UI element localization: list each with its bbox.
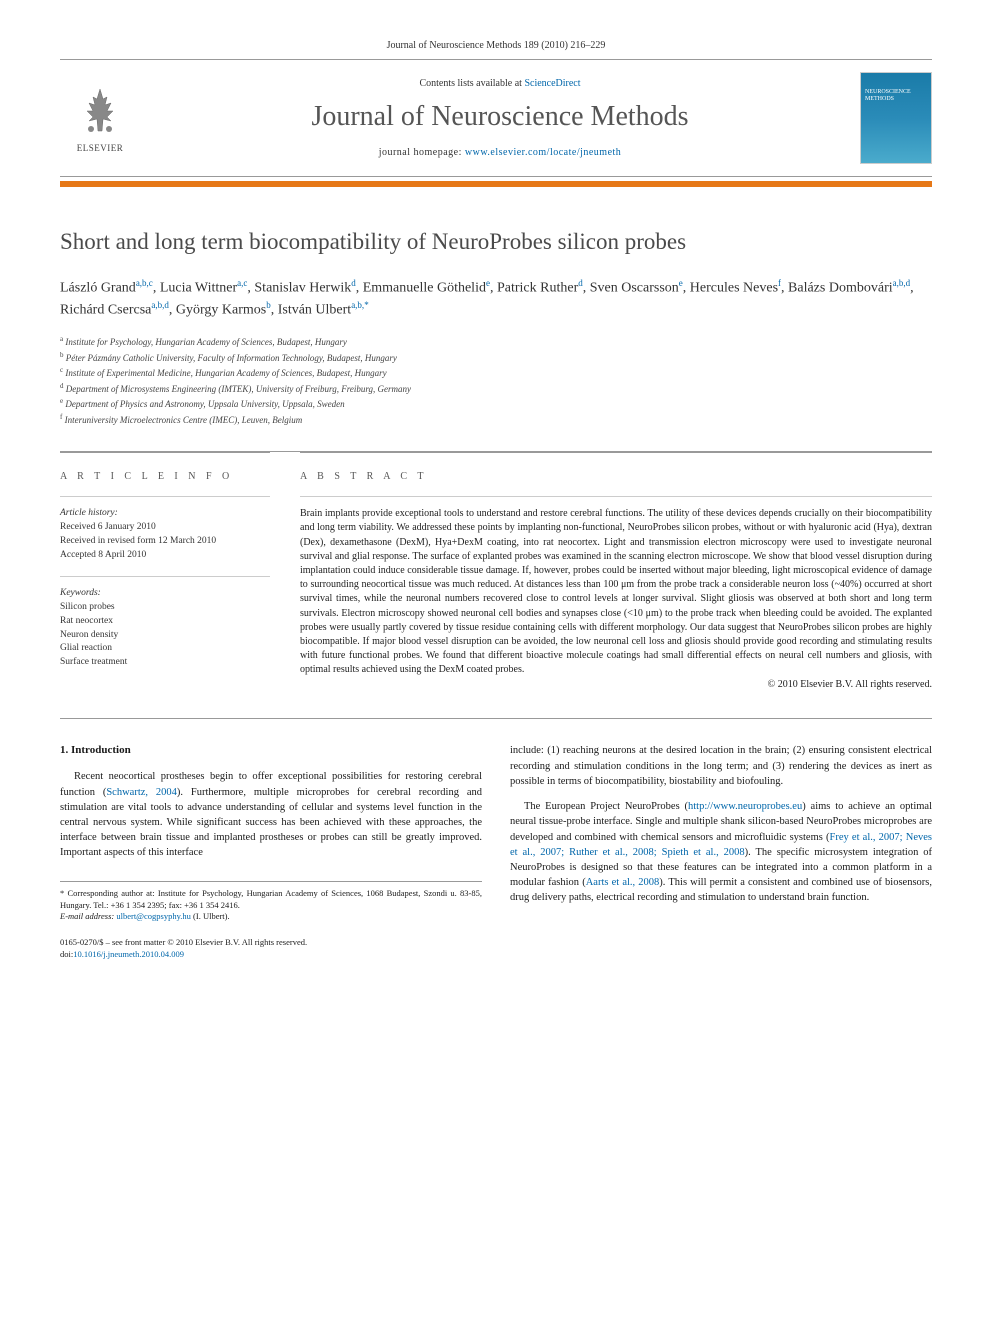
doi-link[interactable]: 10.1016/j.jneumeth.2010.04.009 <box>73 949 184 959</box>
footnote-email-line: E-mail address: ulbert@cogpsyphy.hu (I. … <box>60 911 482 923</box>
body-column-left: 1. Introduction Recent neocortical prost… <box>60 743 482 923</box>
homepage-label: journal homepage: <box>379 147 465 158</box>
authors-list: László Granda,b,c, Lucia Wittnera,c, Sta… <box>60 277 932 320</box>
keyword: Silicon probes <box>60 601 270 615</box>
abstract-copyright: © 2010 Elsevier B.V. All rights reserved… <box>300 679 932 690</box>
email-who: (I. Ulbert). <box>191 911 230 921</box>
accent-bar <box>60 181 932 187</box>
history-line: Received in revised form 12 March 2010 <box>60 535 270 549</box>
affiliation-line: f Interuniversity Microelectronics Centr… <box>60 412 932 428</box>
doi-block: 0165-0270/$ – see front matter © 2010 El… <box>60 937 932 961</box>
intro-paragraph-cont: include: (1) reaching neurons at the des… <box>510 743 932 789</box>
doi-line: doi:10.1016/j.jneumeth.2010.04.009 <box>60 949 932 961</box>
divider <box>60 576 270 577</box>
abstract-column: A B S T R A C T Brain implants provide e… <box>300 452 932 690</box>
email-link[interactable]: ulbert@cogpsyphy.hu <box>116 911 191 921</box>
publisher-header: ELSEVIER Contents lists available at Sci… <box>60 59 932 177</box>
section-divider <box>60 718 932 719</box>
affiliation-line: b Péter Pázmány Catholic University, Fac… <box>60 350 932 366</box>
article-info-column: A R T I C L E I N F O Article history: R… <box>60 452 270 690</box>
elsevier-label: ELSEVIER <box>60 143 140 153</box>
front-matter-line: 0165-0270/$ – see front matter © 2010 El… <box>60 937 932 949</box>
article-info-label: A R T I C L E I N F O <box>60 471 270 482</box>
keyword: Rat neocortex <box>60 615 270 629</box>
body-columns: 1. Introduction Recent neocortical prost… <box>60 743 932 923</box>
history-label: Article history: <box>60 507 270 521</box>
body-column-right: include: (1) reaching neurons at the des… <box>510 743 932 923</box>
article-info-abstract: A R T I C L E I N F O Article history: R… <box>60 451 932 690</box>
contents-available: Contents lists available at ScienceDirec… <box>140 78 860 89</box>
cover-text: NEUROSCIENCE METHODS <box>865 89 927 102</box>
keyword: Neuron density <box>60 629 270 643</box>
introduction-heading: 1. Introduction <box>60 743 482 759</box>
header-center: Contents lists available at ScienceDirec… <box>140 78 860 158</box>
affiliation-line: e Department of Physics and Astronomy, U… <box>60 396 932 412</box>
divider <box>60 496 270 497</box>
citation-aarts-2008[interactable]: Aarts et al., 2008 <box>586 877 660 888</box>
article-title: Short and long term biocompatibility of … <box>60 227 932 257</box>
homepage-link[interactable]: www.elsevier.com/locate/jneumeth <box>465 147 621 158</box>
affiliations-list: a Institute for Psychology, Hungarian Ac… <box>60 334 932 427</box>
keyword: Glial reaction <box>60 642 270 656</box>
corresponding-author-footnote: * Corresponding author at: Institute for… <box>60 881 482 924</box>
p2-text-a: The European Project NeuroProbes ( <box>524 801 688 812</box>
keyword: Surface treatment <box>60 656 270 670</box>
affiliation-line: c Institute of Experimental Medicine, Hu… <box>60 365 932 381</box>
affiliation-line: d Department of Microsystems Engineering… <box>60 381 932 397</box>
journal-cover-thumbnail: NEUROSCIENCE METHODS <box>860 72 932 164</box>
history-line: Accepted 8 April 2010 <box>60 549 270 563</box>
history-line: Received 6 January 2010 <box>60 521 270 535</box>
abstract-label: A B S T R A C T <box>300 471 932 482</box>
elsevier-tree-icon <box>73 83 127 137</box>
intro-paragraph-1: Recent neocortical prostheses begin to o… <box>60 769 482 860</box>
footnote-corr: * Corresponding author at: Institute for… <box>60 888 482 912</box>
contents-text: Contents lists available at <box>419 78 524 89</box>
doi-label: doi: <box>60 949 73 959</box>
keywords-label: Keywords: <box>60 587 270 601</box>
intro-paragraph-2: The European Project NeuroProbes (http:/… <box>510 799 932 906</box>
article-history: Article history: Received 6 January 2010… <box>60 507 270 562</box>
email-label: E-mail address: <box>60 911 116 921</box>
citation-schwartz-2004[interactable]: Schwartz, 2004 <box>106 787 177 798</box>
homepage-line: journal homepage: www.elsevier.com/locat… <box>140 147 860 158</box>
sciencedirect-link[interactable]: ScienceDirect <box>524 78 580 89</box>
divider <box>300 496 932 497</box>
elsevier-logo: ELSEVIER <box>60 83 140 153</box>
neuroprobes-url-link[interactable]: http://www.neuroprobes.eu <box>688 801 802 812</box>
keywords-block: Keywords: Silicon probesRat neocortexNeu… <box>60 587 270 670</box>
affiliation-line: a Institute for Psychology, Hungarian Ac… <box>60 334 932 350</box>
journal-name: Journal of Neuroscience Methods <box>140 101 860 133</box>
journal-reference: Journal of Neuroscience Methods 189 (201… <box>60 40 932 51</box>
abstract-text: Brain implants provide exceptional tools… <box>300 507 932 677</box>
